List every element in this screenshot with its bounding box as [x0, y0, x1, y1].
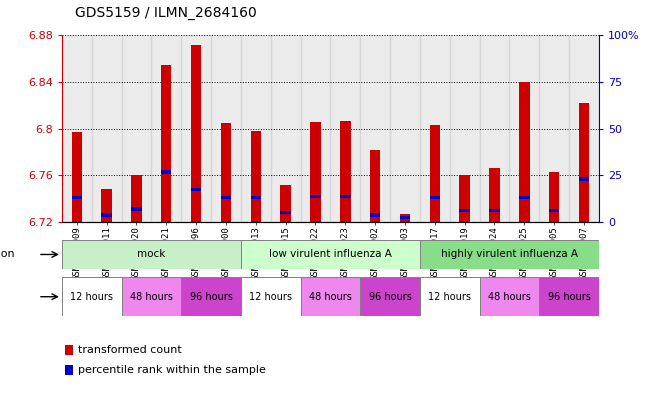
Text: 12 hours: 12 hours: [70, 292, 113, 302]
Bar: [430, 125, 440, 222]
Text: 96 hours: 96 hours: [189, 292, 232, 302]
Bar: [191, 45, 201, 222]
Text: 96 hours: 96 hours: [368, 292, 411, 302]
Bar: [241, 240, 420, 269]
Bar: [161, 64, 171, 222]
Text: 96 hours: 96 hours: [547, 292, 590, 302]
Bar: [251, 196, 261, 199]
Bar: [65, 365, 73, 375]
Text: 48 hours: 48 hours: [309, 292, 352, 302]
Bar: [311, 195, 321, 198]
Bar: [122, 277, 181, 316]
Text: percentile rank within the sample: percentile rank within the sample: [78, 365, 266, 375]
Bar: [241, 35, 271, 222]
Bar: [360, 277, 420, 316]
Text: mock: mock: [137, 250, 165, 259]
Bar: [301, 35, 330, 222]
Bar: [480, 35, 510, 222]
Bar: [510, 35, 539, 222]
Bar: [549, 172, 559, 222]
Bar: [161, 170, 171, 174]
Bar: [221, 196, 231, 199]
Bar: [181, 277, 241, 316]
Bar: [519, 82, 529, 222]
Bar: [460, 175, 470, 222]
Text: 12 hours: 12 hours: [428, 292, 471, 302]
Bar: [151, 35, 181, 222]
Text: transformed count: transformed count: [78, 345, 182, 355]
Bar: [400, 216, 410, 219]
Bar: [420, 240, 599, 269]
Bar: [340, 195, 350, 198]
Bar: [360, 35, 390, 222]
Bar: [450, 35, 480, 222]
Text: highly virulent influenza A: highly virulent influenza A: [441, 250, 578, 259]
Bar: [102, 213, 112, 217]
Bar: [72, 132, 82, 222]
Bar: [132, 208, 142, 211]
Bar: [480, 277, 539, 316]
Bar: [271, 35, 301, 222]
Bar: [490, 168, 500, 222]
Bar: [579, 177, 589, 181]
Bar: [400, 214, 410, 222]
Bar: [420, 35, 450, 222]
Text: infection: infection: [0, 250, 15, 259]
Bar: [330, 35, 360, 222]
Bar: [102, 189, 112, 222]
Bar: [460, 209, 470, 212]
Bar: [539, 277, 599, 316]
Bar: [430, 196, 440, 199]
Text: low virulent influenza A: low virulent influenza A: [269, 250, 392, 259]
Bar: [390, 35, 420, 222]
Bar: [181, 35, 211, 222]
Bar: [65, 345, 73, 355]
Bar: [311, 122, 321, 222]
Bar: [251, 131, 261, 222]
Bar: [539, 35, 569, 222]
Bar: [92, 35, 122, 222]
Bar: [340, 121, 350, 222]
Bar: [420, 277, 480, 316]
Text: GDS5159 / ILMN_2684160: GDS5159 / ILMN_2684160: [75, 6, 256, 20]
Bar: [62, 240, 241, 269]
Bar: [519, 196, 529, 199]
Bar: [301, 277, 360, 316]
Bar: [241, 277, 301, 316]
Bar: [569, 35, 599, 222]
Bar: [281, 211, 291, 215]
Bar: [62, 35, 92, 222]
Bar: [211, 35, 241, 222]
Bar: [62, 277, 122, 316]
Bar: [122, 35, 151, 222]
Bar: [490, 209, 500, 212]
Text: 48 hours: 48 hours: [488, 292, 531, 302]
Bar: [132, 175, 142, 222]
Bar: [370, 150, 380, 222]
Bar: [191, 187, 201, 191]
Text: 12 hours: 12 hours: [249, 292, 292, 302]
Bar: [72, 196, 82, 199]
Text: 48 hours: 48 hours: [130, 292, 173, 302]
Bar: [281, 185, 291, 222]
Bar: [370, 213, 380, 217]
Bar: [579, 103, 589, 222]
Bar: [221, 123, 231, 222]
Bar: [549, 209, 559, 212]
